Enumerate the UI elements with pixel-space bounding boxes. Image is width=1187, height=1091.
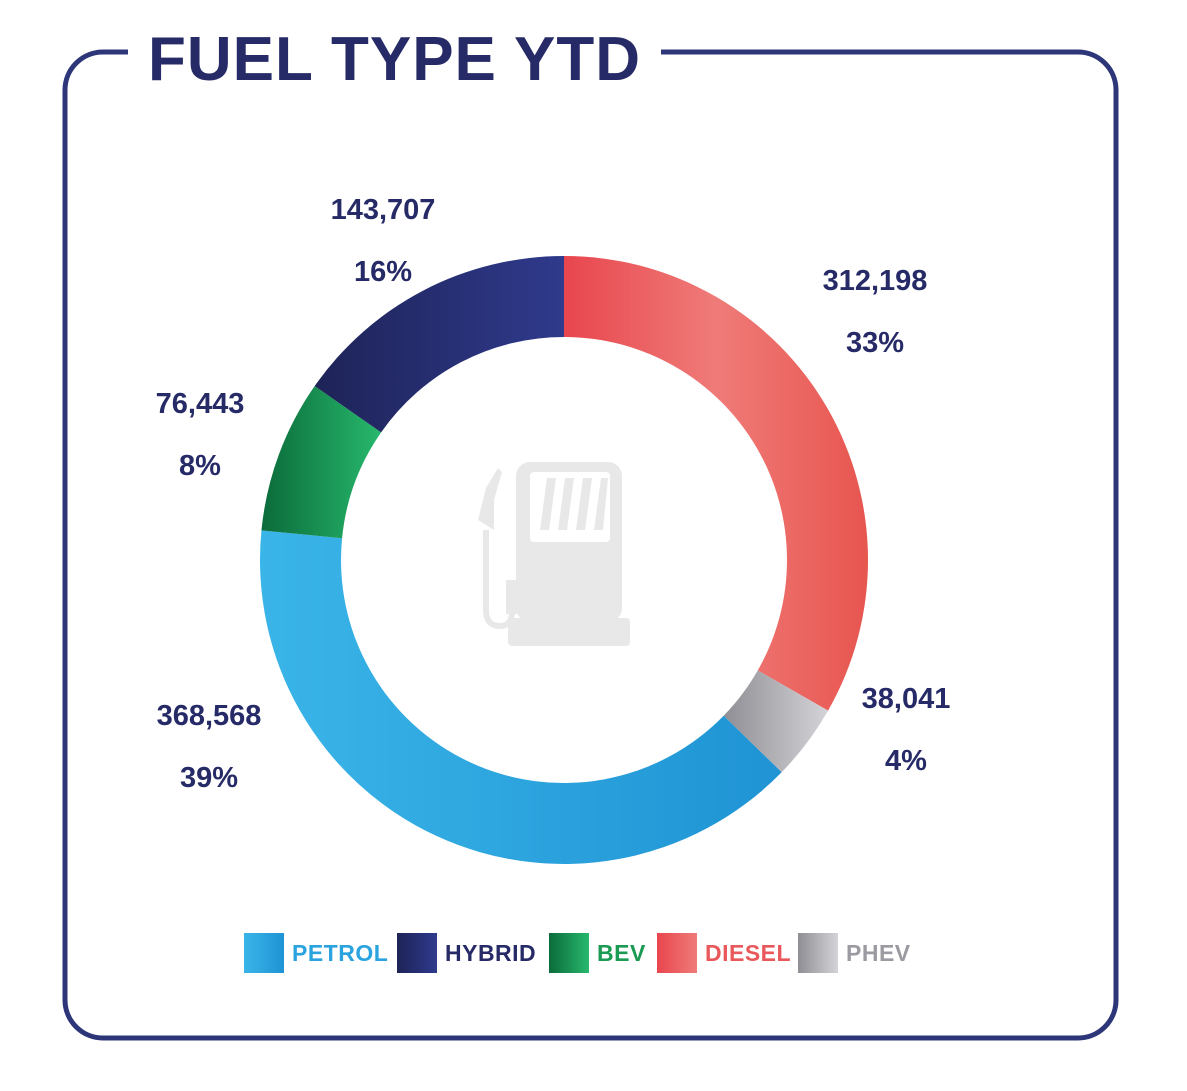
legend-swatch-hybrid — [397, 933, 437, 973]
slice-bev — [261, 386, 382, 539]
legend-label-phev: PHEV — [846, 939, 911, 966]
data-label-diesel-percent: 33% — [845, 327, 905, 359]
slice-petrol — [260, 530, 782, 864]
legend-item-diesel: DIESEL — [657, 930, 791, 976]
slice-diesel — [564, 256, 868, 711]
fuel-pump-icon — [478, 462, 630, 646]
legend-item-hybrid: HYBRID — [397, 930, 536, 976]
legend-item-phev: PHEV — [798, 930, 911, 976]
data-label-hybrid-percent: 16% — [353, 256, 413, 288]
data-label-petrol-value: 368,568 — [156, 700, 262, 732]
chart-title: FUEL TYPE YTD — [128, 20, 662, 100]
legend-label-petrol: PETROL — [292, 939, 389, 966]
legend-swatch-diesel — [657, 933, 697, 973]
legend-swatch-bev — [549, 933, 589, 973]
data-label-petrol-percent: 39% — [179, 762, 239, 794]
data-label-diesel-value: 312,198 — [822, 265, 928, 297]
data-label-bev-percent: 8% — [179, 450, 221, 482]
data-label-phev-value: 38,041 — [861, 683, 951, 715]
legend-label-hybrid: HYBRID — [445, 939, 537, 966]
data-label-hybrid-value: 143,707 — [330, 194, 436, 226]
data-label-bev-value: 76,443 — [155, 388, 245, 420]
donut-slices — [260, 256, 868, 864]
legend-item-petrol: PETROL — [244, 930, 388, 976]
data-label-phev-percent: 4% — [885, 745, 927, 777]
slice-hybrid — [314, 256, 564, 433]
legend-swatch-petrol — [244, 933, 284, 973]
legend: PETROL HYBRID BEV DIESEL PHEV — [0, 930, 1187, 980]
slice-phev — [723, 670, 829, 773]
legend-swatch-phev — [798, 933, 838, 973]
legend-item-bev: BEV — [549, 930, 646, 976]
legend-label-bev: BEV — [597, 939, 646, 966]
legend-label-diesel: DIESEL — [705, 939, 792, 966]
